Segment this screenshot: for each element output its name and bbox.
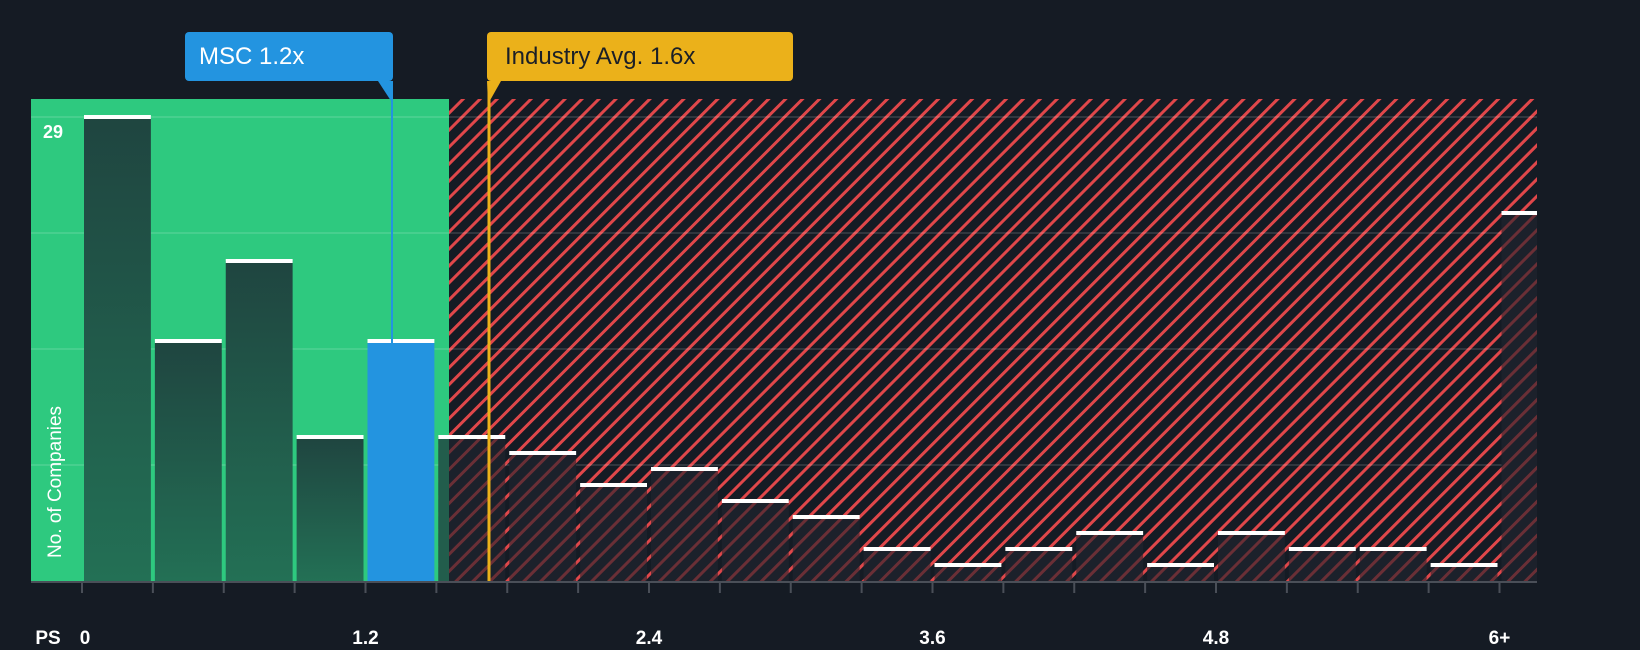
bar-cap xyxy=(1076,531,1144,535)
x-tick-label: 4.8 xyxy=(1202,628,1230,649)
x-tick-label: 1.2 xyxy=(352,628,379,649)
bar-highlighted[interactable] xyxy=(367,341,435,581)
bar[interactable] xyxy=(1218,533,1285,581)
y-axis-title: No. of Companies xyxy=(45,406,66,558)
y-max-label: 29 xyxy=(43,122,63,142)
bar-cap xyxy=(84,115,151,119)
bar[interactable] xyxy=(1005,549,1073,581)
bar[interactable] xyxy=(1147,565,1214,581)
bar-cap xyxy=(225,259,293,263)
bar-cap xyxy=(863,547,931,551)
bar-cap xyxy=(1218,531,1285,535)
bar-cap xyxy=(721,499,789,503)
bar[interactable] xyxy=(580,485,647,581)
company-callout-pointer xyxy=(378,81,393,104)
x-tick-label: 2.4 xyxy=(635,628,663,649)
bar[interactable] xyxy=(1430,565,1498,581)
x-tick-label: 0 xyxy=(79,628,91,649)
reference-lines xyxy=(378,81,501,581)
bar[interactable] xyxy=(1359,549,1427,581)
x-tick-label: 6+ xyxy=(1488,628,1511,649)
bar[interactable] xyxy=(225,261,293,581)
x-axis-title: PS xyxy=(35,628,61,649)
x-axis-ticks xyxy=(81,583,1501,593)
bar-cap xyxy=(1430,563,1498,567)
bar-cap xyxy=(1288,547,1356,551)
bar-segment xyxy=(438,437,449,581)
bar-cap xyxy=(509,451,577,455)
x-tick-label: 3.6 xyxy=(919,628,946,649)
company-callout-label: MSC 1.2x xyxy=(199,42,305,70)
bar-cap xyxy=(651,467,718,471)
bar-cap xyxy=(792,515,860,519)
company-callout: MSC 1.2x xyxy=(185,32,393,81)
bar[interactable] xyxy=(1501,213,1538,581)
bar-cap xyxy=(154,339,222,343)
bar[interactable] xyxy=(1076,533,1144,581)
bar[interactable] xyxy=(792,517,860,581)
bar-cap xyxy=(367,339,435,343)
bar-cap xyxy=(1147,563,1214,567)
bar[interactable] xyxy=(1288,549,1356,581)
bars xyxy=(84,115,1537,581)
bar[interactable] xyxy=(296,437,364,581)
bar[interactable] xyxy=(84,117,151,581)
bar[interactable] xyxy=(509,453,577,581)
bar[interactable] xyxy=(863,549,931,581)
bar-cap xyxy=(1501,211,1537,215)
industry-callout-label: Industry Avg. 1.6x xyxy=(505,42,696,70)
industry-callout: Industry Avg. 1.6x xyxy=(487,32,793,81)
bar[interactable] xyxy=(721,501,789,581)
bar[interactable] xyxy=(934,565,1002,581)
industry-callout-pointer xyxy=(487,81,501,104)
bar-cap xyxy=(1005,547,1073,551)
bar[interactable] xyxy=(154,341,222,581)
bar-cap xyxy=(934,563,1002,567)
bar-cap xyxy=(296,435,364,439)
bar-cap xyxy=(580,483,647,487)
bar[interactable] xyxy=(651,469,718,581)
bar-cap xyxy=(1359,547,1427,551)
bar-cap xyxy=(438,435,506,439)
bar[interactable] xyxy=(438,437,506,581)
